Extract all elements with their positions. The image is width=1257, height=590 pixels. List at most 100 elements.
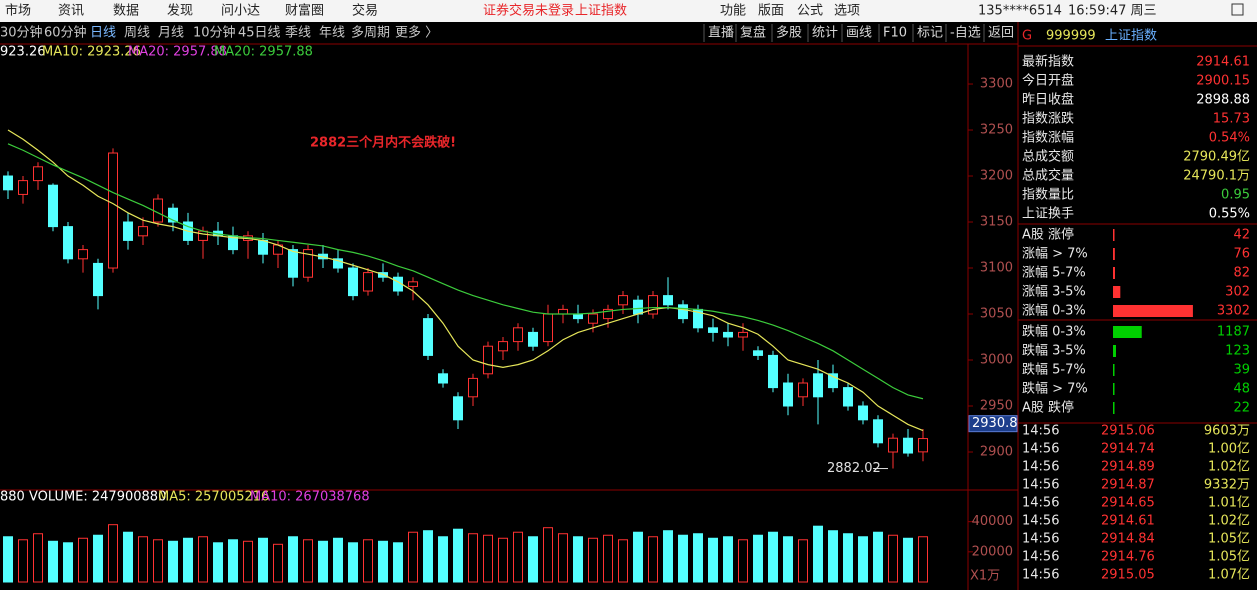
- y-tick-label: 2950: [980, 399, 1013, 414]
- volume-bar: [78, 537, 88, 583]
- chart-tool[interactable]: 统计: [812, 26, 838, 41]
- stat-value: 0.95: [1221, 188, 1250, 203]
- volume-bar: [828, 530, 838, 583]
- period[interactable]: 45日线: [238, 26, 281, 41]
- menu-item[interactable]: 问小达: [221, 4, 260, 19]
- y-tick-label: 3100: [980, 261, 1013, 276]
- breadth-value: 22: [1233, 401, 1250, 416]
- candle-body: [78, 249, 88, 260]
- breadth-label: 跌幅 > 7%: [1022, 381, 1088, 397]
- code: 999999: [1046, 29, 1096, 44]
- chart-tool[interactable]: 标记: [917, 26, 943, 41]
- chart-tool[interactable]: 直播: [708, 26, 734, 41]
- volume-bar: [618, 539, 628, 583]
- period[interactable]: 10分钟: [193, 25, 236, 41]
- candle-body: [483, 345, 493, 375]
- stat-value: 0.55%: [1209, 207, 1250, 222]
- candle-body: [618, 295, 628, 306]
- volume-bar: [93, 534, 103, 583]
- candle-body: [858, 405, 868, 421]
- period[interactable]: 60分钟: [44, 25, 87, 41]
- period[interactable]: 年线: [319, 26, 345, 41]
- stat-label: 上证换手: [1022, 207, 1074, 222]
- volume-bar: [258, 537, 268, 583]
- tick-volume: 1.05亿: [1208, 550, 1250, 565]
- menu-item[interactable]: 交易: [352, 3, 378, 19]
- stat-label: 指数量比: [1022, 188, 1074, 203]
- volume-bar: [348, 542, 358, 583]
- candle-body: [828, 373, 838, 389]
- candle-body: [603, 308, 613, 320]
- candle-body: [63, 226, 73, 260]
- menu-item[interactable]: 财富圈: [285, 3, 324, 19]
- chart-tool[interactable]: -自选: [950, 26, 981, 41]
- candle-body: [678, 304, 688, 320]
- period[interactable]: 月线: [158, 26, 184, 41]
- menu-item[interactable]: 市场: [5, 3, 31, 19]
- period[interactable]: 周线: [124, 26, 150, 41]
- candle-body: [708, 327, 718, 333]
- volume-bar: [528, 536, 538, 583]
- period[interactable]: 更多 〉: [395, 25, 438, 41]
- breadth-bar: [1113, 305, 1193, 317]
- chart-tool[interactable]: F10: [883, 26, 907, 41]
- breadth-value: 48: [1233, 382, 1250, 397]
- candle-body: [153, 198, 163, 223]
- volume-bar: [633, 531, 643, 583]
- chart-tool[interactable]: 多股: [776, 25, 802, 41]
- candle-body: [408, 281, 418, 287]
- tick-volume: 1.07亿: [1208, 568, 1250, 583]
- tool[interactable]: 选项: [834, 4, 860, 19]
- volume-bar: [153, 539, 163, 583]
- chart-tool[interactable]: 返回: [988, 26, 1014, 41]
- candle-body: [438, 373, 448, 384]
- tick-price: 2914.76: [1101, 550, 1155, 565]
- candle-body: [648, 295, 658, 315]
- volume-bar: [48, 540, 58, 583]
- ma-legend: 923.26: [0, 45, 46, 60]
- window-icon[interactable]: [1231, 3, 1244, 16]
- volume-bar: [873, 531, 883, 583]
- volume-bar: [423, 530, 433, 583]
- volume-bar: [378, 540, 388, 583]
- tick-time: 14:56: [1022, 532, 1059, 547]
- stat-value: 24790.1万: [1183, 169, 1250, 184]
- tool[interactable]: 公式: [797, 4, 823, 19]
- candle-body: [558, 308, 568, 315]
- period[interactable]: 日线: [90, 26, 116, 41]
- volume-unit: X1万: [970, 569, 1000, 584]
- tool[interactable]: 功能: [720, 4, 746, 19]
- volume-bar: [573, 536, 583, 583]
- period[interactable]: 多周期: [351, 25, 390, 41]
- tick-time: 14:56: [1022, 478, 1059, 493]
- menu-item[interactable]: 资讯: [58, 4, 84, 19]
- volume-bar: [498, 537, 508, 583]
- tick-volume: 1.02亿: [1208, 460, 1250, 475]
- volume-bar: [438, 536, 448, 583]
- candle-body: [753, 350, 763, 356]
- breadth-bar: [1113, 326, 1142, 338]
- breadth-value: 3302: [1217, 304, 1250, 319]
- breadth-label: 跌幅 3-5%: [1022, 343, 1086, 359]
- breadth-bar: [1113, 383, 1115, 395]
- volume-bar: [888, 534, 898, 583]
- volume-bar: [3, 536, 13, 583]
- menu-item[interactable]: 数据: [113, 4, 139, 19]
- chart-tool[interactable]: 复盘: [740, 25, 766, 41]
- y-tick-label: 40000: [972, 514, 1013, 529]
- period[interactable]: 30分钟: [0, 25, 43, 41]
- period[interactable]: 季线: [285, 26, 311, 41]
- volume-bar: [468, 533, 478, 583]
- candle-body: [768, 354, 778, 389]
- menu-item[interactable]: 发现: [167, 3, 193, 19]
- stat-label: 总成交量: [1022, 168, 1074, 184]
- volume-bar: [783, 536, 793, 583]
- chart-tool[interactable]: 画线: [846, 26, 872, 41]
- tick-volume: 1.05亿: [1208, 532, 1250, 547]
- tick-price: 2914.65: [1101, 496, 1155, 511]
- volume-bar: [708, 537, 718, 583]
- cursor-label: 2930.8: [972, 416, 1018, 431]
- tool[interactable]: 版面: [758, 4, 784, 19]
- tick-time: 14:56: [1022, 514, 1059, 529]
